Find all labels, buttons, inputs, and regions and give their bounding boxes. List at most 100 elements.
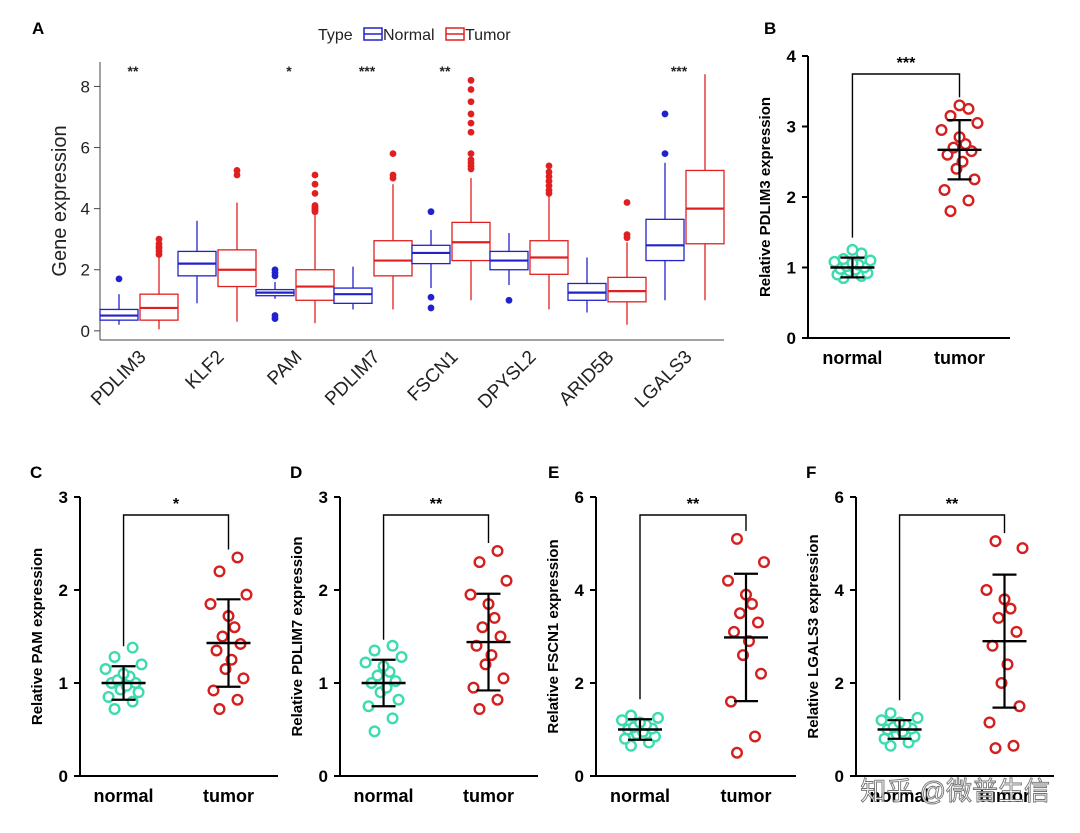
box-tumor-fscn1	[451, 76, 491, 301]
box-normal-dpysl2	[489, 233, 529, 304]
y-tick-label: 4	[575, 581, 585, 600]
data-point	[476, 621, 489, 634]
panel-a-boxplot: 0 2 4 6 8 Gene expression Type Normal Tumor PDLIM…	[49, 27, 725, 413]
box-body	[295, 269, 335, 301]
data-point	[722, 574, 735, 587]
y-tick-label: 2	[787, 188, 796, 207]
box-tumor-lgals3	[685, 74, 725, 301]
data-point	[731, 532, 744, 545]
group-normal	[875, 707, 924, 752]
box-tumor-pdlim3	[139, 235, 179, 330]
y-tick-label: 1	[319, 674, 328, 693]
box-normal-arid5b	[567, 257, 607, 313]
group-normal	[359, 639, 408, 738]
significance-bracket	[639, 514, 747, 700]
data-point	[359, 656, 372, 669]
data-point	[980, 584, 993, 597]
box-tumor-klf2	[217, 167, 257, 322]
y-axis-title: Gene expression	[49, 125, 71, 276]
data-point	[1013, 700, 1026, 713]
group-normal	[616, 709, 665, 752]
data-point	[875, 714, 888, 727]
significance-label: *	[286, 63, 292, 79]
outlier-point	[545, 168, 553, 176]
data-point	[371, 669, 384, 682]
significance-bracket	[898, 514, 1006, 701]
data-point	[216, 630, 229, 643]
outlier-point	[467, 150, 475, 158]
box-body	[685, 169, 725, 245]
watermark-text: 知乎 @微普生信	[860, 776, 1050, 806]
data-point	[846, 243, 859, 256]
data-point	[1016, 542, 1029, 555]
y-tick-label: 0	[835, 767, 844, 786]
y-axis-title: Relative PDLIM3 expression	[757, 97, 774, 297]
significance-label: **	[430, 496, 443, 513]
panel-c-scatter: 0 1 2 3 Relative PAM expression normal tumor *	[29, 488, 278, 806]
outlier-point	[311, 202, 319, 209]
outlier-point	[271, 266, 279, 274]
significance-bracket	[122, 514, 230, 647]
data-point	[99, 663, 112, 676]
x-tick-label: normal	[870, 786, 930, 806]
significance-label: ***	[897, 55, 916, 72]
outlier-point	[311, 180, 319, 188]
panel-label-E: E	[548, 463, 559, 482]
box-body	[217, 249, 257, 288]
y-tick-label: 1	[59, 674, 68, 693]
significance-bracket	[851, 73, 961, 238]
data-point	[758, 556, 771, 569]
data-point	[491, 693, 504, 706]
y-axis-title: Relative FSCN1 expression	[545, 539, 562, 733]
x-tick-label: tumor	[934, 348, 985, 368]
x-tick-label: tumor	[463, 786, 514, 806]
panel-b-scatter: 0 1 2 3 4 Relative PDLIM3 expression normal tum…	[757, 47, 1010, 368]
x-tick-label: PDLIM3	[87, 347, 150, 410]
data-point	[652, 711, 665, 724]
outlier-point	[467, 76, 475, 84]
y-tick-label: 4	[787, 47, 797, 66]
data-point	[746, 597, 759, 610]
outlier-point	[623, 199, 631, 206]
x-tick-label: tumor	[203, 786, 254, 806]
data-point	[731, 746, 744, 759]
box-normal-pdlim7	[333, 266, 373, 310]
data-point	[911, 711, 924, 724]
outlier-point	[467, 128, 475, 136]
y-tick-label: 4	[81, 200, 90, 219]
data-point	[616, 714, 629, 727]
data-point	[734, 607, 747, 620]
significance-label: *	[173, 496, 180, 513]
significance-label: **	[687, 496, 700, 513]
x-tick-label: PDLIM7	[321, 347, 384, 410]
data-point	[231, 551, 244, 564]
outlier-point	[427, 304, 435, 312]
data-point	[392, 693, 405, 706]
data-point	[497, 672, 510, 685]
significance-label: **	[440, 63, 451, 79]
group-tumor	[204, 551, 253, 716]
data-point	[228, 621, 241, 634]
y-tick-label: 8	[81, 77, 90, 96]
panel-label-A: A	[32, 19, 44, 38]
panel-label-F: F	[806, 463, 816, 482]
data-point	[491, 544, 504, 557]
significance-label: **	[946, 496, 959, 513]
significance-label: **	[128, 63, 139, 79]
data-point	[728, 625, 741, 638]
y-axis-title: Relative PAM expression	[29, 548, 46, 725]
x-tick-label: PAM	[264, 347, 307, 390]
x-tick-label: normal	[94, 786, 154, 806]
group-tumor	[935, 99, 984, 218]
data-point	[126, 695, 139, 708]
data-point	[473, 556, 486, 569]
group-tumor	[980, 535, 1029, 755]
outlier-point	[467, 119, 475, 127]
x-tick-label: normal	[354, 786, 414, 806]
panel-label-B: B	[764, 19, 776, 38]
data-point	[500, 574, 513, 587]
group-normal	[99, 641, 148, 716]
outlier-point	[427, 208, 435, 216]
data-point	[102, 690, 115, 703]
significance-bracket	[382, 514, 490, 640]
